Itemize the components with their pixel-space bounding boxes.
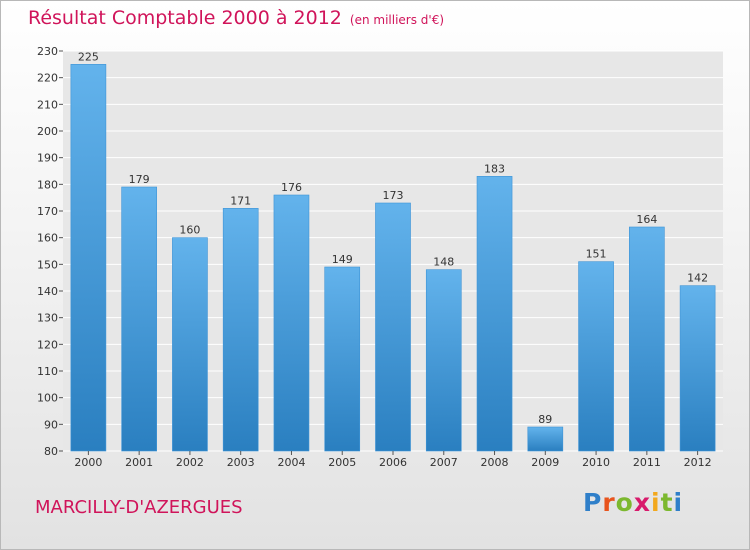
y-tick-label: 120: [37, 338, 58, 351]
chart-title: Résultat Comptable 2000 à 2012 (en millie…: [28, 7, 444, 29]
bar-2001: [121, 186, 157, 452]
data-label: 149: [332, 253, 353, 266]
bar-2003: [222, 208, 259, 452]
bar-2006: [375, 202, 411, 452]
logo-letter: x: [633, 488, 651, 517]
logo-letter: i: [673, 488, 684, 517]
x-tick-label: 2002: [176, 456, 204, 469]
y-tick-label: 190: [37, 152, 58, 165]
bar-2011: [629, 226, 665, 452]
y-tick-label: 160: [37, 232, 58, 245]
logo-letter: i: [651, 488, 661, 517]
x-tick-label: 2011: [633, 456, 661, 469]
data-label: 164: [636, 213, 657, 226]
bar-2002: [172, 237, 208, 452]
y-tick-label: 80: [44, 445, 58, 458]
y-tick-label: 230: [37, 45, 58, 58]
data-label: 160: [179, 224, 200, 237]
data-label: 142: [687, 272, 708, 285]
title-text: Résultat Comptable 2000 à 2012: [28, 7, 342, 29]
logo-letter: t: [660, 488, 674, 517]
y-tick-label: 200: [37, 125, 58, 138]
data-label: 171: [230, 194, 251, 207]
y-tick-label: 140: [37, 285, 58, 298]
town-name: MARCILLY-D'AZERGUES: [35, 497, 243, 518]
x-tick-label: 2009: [531, 456, 559, 469]
data-label: 179: [129, 173, 150, 186]
x-tick-label: 2007: [430, 456, 458, 469]
data-label: 176: [281, 181, 302, 194]
x-tick-label: 2003: [227, 456, 255, 469]
x-tick-label: 2000: [74, 456, 102, 469]
x-tick-label: 2008: [481, 456, 509, 469]
data-label: 148: [433, 256, 454, 269]
bar-2009: [527, 426, 564, 452]
data-label: 151: [586, 248, 607, 261]
x-tick-label: 2005: [328, 456, 356, 469]
y-tick-label: 220: [37, 72, 58, 85]
x-tick-label: 2010: [582, 456, 610, 469]
bar-2012: [679, 285, 716, 452]
logo-letter: P: [583, 488, 603, 517]
bar-2007: [425, 269, 462, 452]
x-axis-ticks: 2000 2001 2002 2003 2004 2005 2006 2007 2008 2009…: [74, 451, 712, 469]
data-label: 89: [538, 413, 552, 426]
y-axis-ticks: 80 90 100 110 120 130 140 150 160 170 180 190 200 210…: [37, 45, 58, 458]
bar-2000: [70, 64, 107, 452]
y-tick-label: 150: [37, 258, 58, 271]
logo-letter: o: [615, 488, 634, 517]
y-tick-label: 130: [37, 312, 58, 325]
bar-2010: [578, 261, 614, 452]
x-tick-label: 2004: [277, 456, 305, 469]
x-tick-label: 2001: [125, 456, 153, 469]
data-label: 225: [78, 50, 99, 63]
y-tick-label: 180: [37, 178, 58, 191]
data-label: 183: [484, 162, 505, 175]
bars: [70, 64, 716, 452]
x-tick-label: 2006: [379, 456, 407, 469]
y-tick-label: 170: [37, 205, 58, 218]
y-tick-label: 90: [44, 418, 58, 431]
y-tick-label: 210: [37, 98, 58, 111]
x-tick-label: 2012: [684, 456, 712, 469]
bar-2008: [476, 176, 513, 452]
chart-subtitle: (en milliers d'€): [349, 13, 445, 27]
y-tick-label: 110: [37, 365, 58, 378]
bar-2004: [273, 194, 310, 452]
proxiti-logo: Proxiti: [583, 488, 683, 517]
data-labels: 225 179 160 171 176 149 173 148 183 89 151 164 142: [78, 50, 708, 426]
data-label: 173: [383, 189, 404, 202]
y-tick-label: 100: [37, 392, 58, 405]
logo-letter: r: [602, 488, 616, 517]
bar-2005: [324, 266, 361, 452]
